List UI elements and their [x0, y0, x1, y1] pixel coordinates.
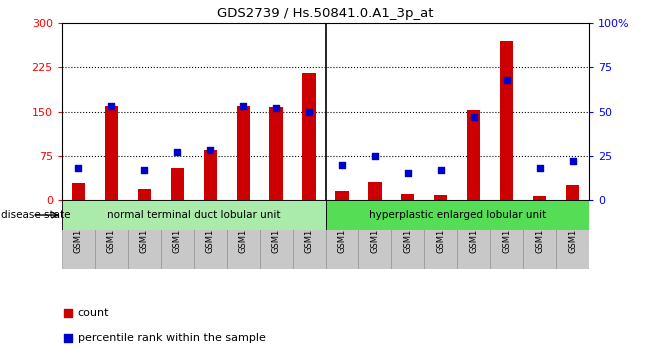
- FancyBboxPatch shape: [128, 200, 161, 269]
- Point: [403, 171, 413, 176]
- Bar: [566, 185, 579, 200]
- Point: [172, 149, 182, 155]
- Point: [337, 162, 347, 167]
- Text: percentile rank within the sample: percentile rank within the sample: [78, 333, 266, 343]
- Bar: [434, 195, 447, 200]
- FancyBboxPatch shape: [62, 200, 326, 230]
- Text: GSM177459: GSM177459: [239, 202, 247, 253]
- Text: GSM177456: GSM177456: [140, 202, 148, 253]
- FancyBboxPatch shape: [523, 200, 556, 269]
- Point: [255, 222, 265, 228]
- FancyBboxPatch shape: [556, 200, 589, 269]
- Text: GSM177451: GSM177451: [503, 202, 511, 253]
- Point: [139, 167, 150, 173]
- Text: GSM177455: GSM177455: [107, 202, 116, 253]
- Text: GSM177460: GSM177460: [271, 202, 281, 253]
- Bar: [105, 105, 118, 200]
- Text: GSM177461: GSM177461: [305, 202, 314, 253]
- Text: hyperplastic enlarged lobular unit: hyperplastic enlarged lobular unit: [368, 210, 546, 220]
- FancyBboxPatch shape: [359, 200, 391, 269]
- FancyBboxPatch shape: [391, 200, 424, 269]
- Text: GSM177457: GSM177457: [173, 202, 182, 253]
- Title: GDS2739 / Hs.50841.0.A1_3p_at: GDS2739 / Hs.50841.0.A1_3p_at: [217, 7, 434, 21]
- FancyBboxPatch shape: [490, 200, 523, 269]
- Point: [469, 114, 479, 120]
- Text: GSM177458: GSM177458: [206, 202, 215, 253]
- FancyBboxPatch shape: [292, 200, 326, 269]
- Bar: [137, 189, 151, 200]
- Text: GSM177446: GSM177446: [337, 202, 346, 253]
- FancyBboxPatch shape: [424, 200, 457, 269]
- Bar: [270, 107, 283, 200]
- Text: GSM177450: GSM177450: [469, 202, 478, 253]
- Bar: [500, 41, 514, 200]
- Bar: [72, 183, 85, 200]
- Point: [205, 148, 215, 153]
- Text: GSM177454: GSM177454: [74, 202, 83, 253]
- Text: normal terminal duct lobular unit: normal terminal duct lobular unit: [107, 210, 281, 220]
- Point: [370, 153, 380, 159]
- Bar: [303, 73, 316, 200]
- Point: [106, 103, 117, 109]
- Bar: [204, 150, 217, 200]
- Text: disease state: disease state: [1, 210, 71, 220]
- Point: [304, 109, 314, 114]
- Text: GSM177453: GSM177453: [568, 202, 577, 253]
- Text: GSM177447: GSM177447: [370, 202, 380, 253]
- FancyBboxPatch shape: [194, 200, 227, 269]
- FancyBboxPatch shape: [62, 200, 95, 269]
- FancyBboxPatch shape: [161, 200, 194, 269]
- Point: [271, 105, 281, 111]
- Text: GSM177449: GSM177449: [436, 202, 445, 253]
- Bar: [171, 167, 184, 200]
- Bar: [533, 196, 546, 200]
- FancyBboxPatch shape: [326, 200, 359, 269]
- Bar: [467, 110, 480, 200]
- Point: [501, 77, 512, 82]
- FancyBboxPatch shape: [227, 200, 260, 269]
- FancyBboxPatch shape: [326, 200, 589, 230]
- Bar: [335, 191, 348, 200]
- Point: [534, 165, 545, 171]
- Point: [568, 158, 578, 164]
- Text: GSM177452: GSM177452: [535, 202, 544, 253]
- Point: [436, 167, 446, 173]
- FancyBboxPatch shape: [260, 200, 292, 269]
- Bar: [236, 105, 250, 200]
- Point: [73, 165, 83, 171]
- Point: [238, 103, 248, 109]
- Bar: [368, 182, 381, 200]
- Bar: [401, 194, 415, 200]
- Text: GSM177448: GSM177448: [404, 202, 412, 253]
- Text: count: count: [78, 308, 109, 318]
- FancyBboxPatch shape: [457, 200, 490, 269]
- Point: [255, 0, 265, 2]
- FancyBboxPatch shape: [95, 200, 128, 269]
